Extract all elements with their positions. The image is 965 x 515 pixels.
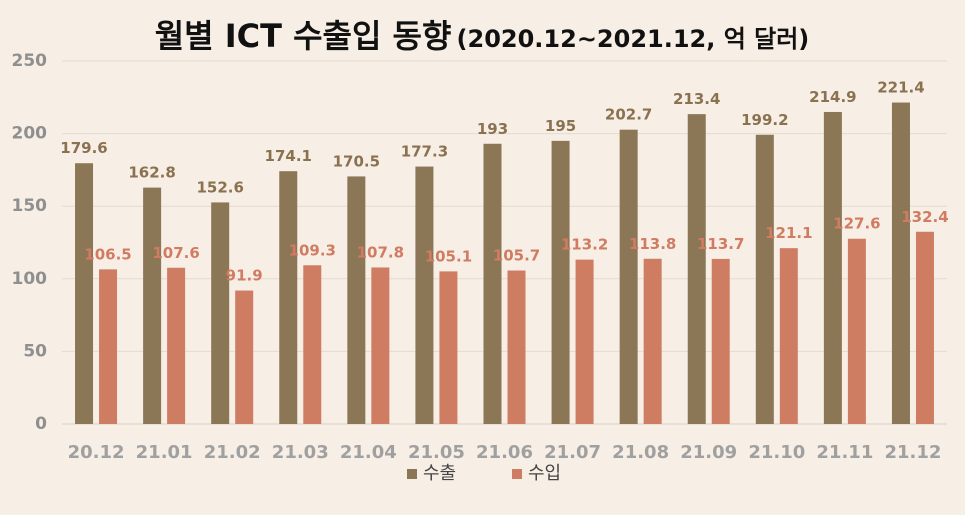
legend-export-swatch <box>407 469 417 479</box>
import-bar <box>643 258 662 424</box>
import-data-label: 113.7 <box>697 235 744 253</box>
x-tick-label: 21.08 <box>612 442 669 463</box>
x-tick-label: 21.11 <box>816 442 873 463</box>
legend-export-label: 수출 <box>423 463 456 484</box>
chart-title-subtitle: (2020.12~2021.12, 억 달러) <box>457 25 810 53</box>
export-bar <box>483 143 502 424</box>
y-tick-label: 50 <box>23 341 47 361</box>
export-bar <box>619 129 638 424</box>
export-bar <box>415 166 434 424</box>
export-bar <box>823 111 842 424</box>
export-data-label: 193 <box>477 120 508 138</box>
export-data-label: 202.7 <box>605 106 652 124</box>
import-data-label: 107.6 <box>152 244 199 262</box>
import-data-label: 113.8 <box>629 235 676 253</box>
export-data-label: 213.4 <box>673 90 720 108</box>
chart-title: 월별 ICT 수출입 동향 (2020.12~2021.12, 억 달러) <box>155 17 810 55</box>
import-bar <box>235 290 254 424</box>
import-bar <box>575 259 594 424</box>
export-bar <box>143 187 162 424</box>
y-axis-ticks: 0 50 100 150 200 250 <box>12 51 48 434</box>
x-tick-label: 21.09 <box>680 442 737 463</box>
import-data-label: 127.6 <box>833 215 880 233</box>
import-data-label: 91.9 <box>226 267 263 285</box>
export-bar <box>755 134 774 424</box>
export-data-label: 162.8 <box>128 164 175 182</box>
import-bar <box>99 269 118 424</box>
import-data-label: 109.3 <box>289 241 336 259</box>
export-bar <box>75 163 94 424</box>
import-bar <box>371 267 390 424</box>
import-bar <box>915 231 934 424</box>
x-tick-label: 21.05 <box>408 442 465 463</box>
y-tick-label: 100 <box>12 269 48 289</box>
x-tick-label: 21.07 <box>544 442 601 463</box>
x-tick-label: 21.12 <box>884 442 941 463</box>
legend-import-label: 수입 <box>528 463 561 484</box>
export-data-label: 179.6 <box>60 139 107 157</box>
x-axis-ticks: 20.12 21.01 21.02 21.03 21.04 21.05 21.06 21.07… <box>68 442 942 463</box>
export-data-label: 195 <box>545 117 576 135</box>
legend: 수출 수입 <box>407 463 561 484</box>
export-bar <box>687 114 706 425</box>
export-bar <box>551 140 570 425</box>
import-bar <box>303 265 322 424</box>
import-bar <box>847 238 866 424</box>
y-tick-label: 150 <box>12 196 48 216</box>
x-tick-label: 21.01 <box>136 442 193 463</box>
export-data-label: 174.1 <box>265 147 312 165</box>
x-tick-label: 21.03 <box>272 442 329 463</box>
import-data-label: 105.1 <box>425 247 472 265</box>
gridlines <box>62 60 947 425</box>
x-tick-label: 20.12 <box>68 442 125 463</box>
export-data-label: 177.3 <box>401 143 448 161</box>
export-bar <box>891 102 910 425</box>
export-data-label: 214.9 <box>809 88 856 106</box>
import-bar <box>507 270 526 424</box>
import-bar <box>439 271 458 424</box>
import-data-label: 113.2 <box>561 236 608 254</box>
legend-import-swatch <box>512 469 522 479</box>
import-bar <box>779 248 798 424</box>
y-tick-label: 200 <box>12 124 48 144</box>
data-labels: 179.6 106.5 162.8 107.6 152.6 91.9 174.1 109.3 1… <box>60 79 948 285</box>
export-data-label: 170.5 <box>333 152 380 170</box>
export-data-label: 199.2 <box>741 111 788 129</box>
x-tick-label: 21.02 <box>204 442 261 463</box>
chart-title-main: 월별 ICT 수출입 동향 <box>155 17 452 55</box>
export-data-label: 221.4 <box>877 79 924 97</box>
export-data-label: 152.6 <box>196 178 243 196</box>
import-data-label: 105.7 <box>493 247 540 265</box>
y-tick-label: 250 <box>12 51 48 71</box>
import-data-label: 107.8 <box>357 243 404 261</box>
export-bar <box>211 202 230 424</box>
import-data-label: 132.4 <box>901 208 948 226</box>
x-tick-label: 21.10 <box>748 442 805 463</box>
export-bar <box>347 176 366 424</box>
import-data-label: 121.1 <box>765 224 812 242</box>
x-tick-label: 21.06 <box>476 442 533 463</box>
x-tick-label: 21.04 <box>340 442 397 463</box>
import-data-label: 106.5 <box>84 245 131 263</box>
import-bar <box>167 267 186 424</box>
export-bar <box>279 171 298 424</box>
y-tick-label: 0 <box>35 414 47 434</box>
bar-series <box>75 102 934 425</box>
import-bar <box>711 258 730 424</box>
